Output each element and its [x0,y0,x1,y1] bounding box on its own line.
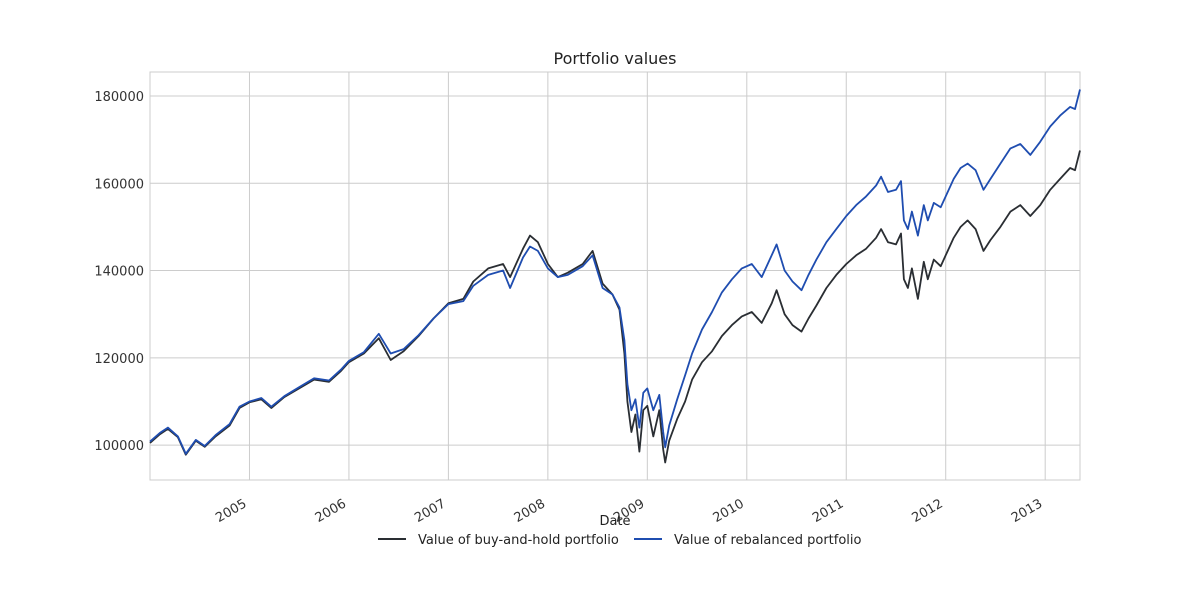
y-tick-label: 160000 [94,177,144,192]
chart-title: Portfolio values [554,49,677,68]
y-tick-label: 100000 [94,439,144,454]
plot-area-frame [149,71,1081,481]
y-tick-label: 120000 [94,352,144,367]
grid-lines [150,72,1080,480]
y-tick-label: 140000 [94,265,144,280]
x-axis-label: Date [599,514,630,529]
series-lines [149,89,1081,464]
y-tick-labels: 100000 120000 140000 160000 180000 [94,90,144,454]
series-line [149,89,1081,455]
y-tick-label: 180000 [94,90,144,105]
legend: Value of buy-and-hold portfolio Value of … [378,533,862,548]
legend-label: Value of rebalanced portfolio [674,533,862,548]
legend-label: Value of buy-and-hold portfolio [418,533,619,548]
